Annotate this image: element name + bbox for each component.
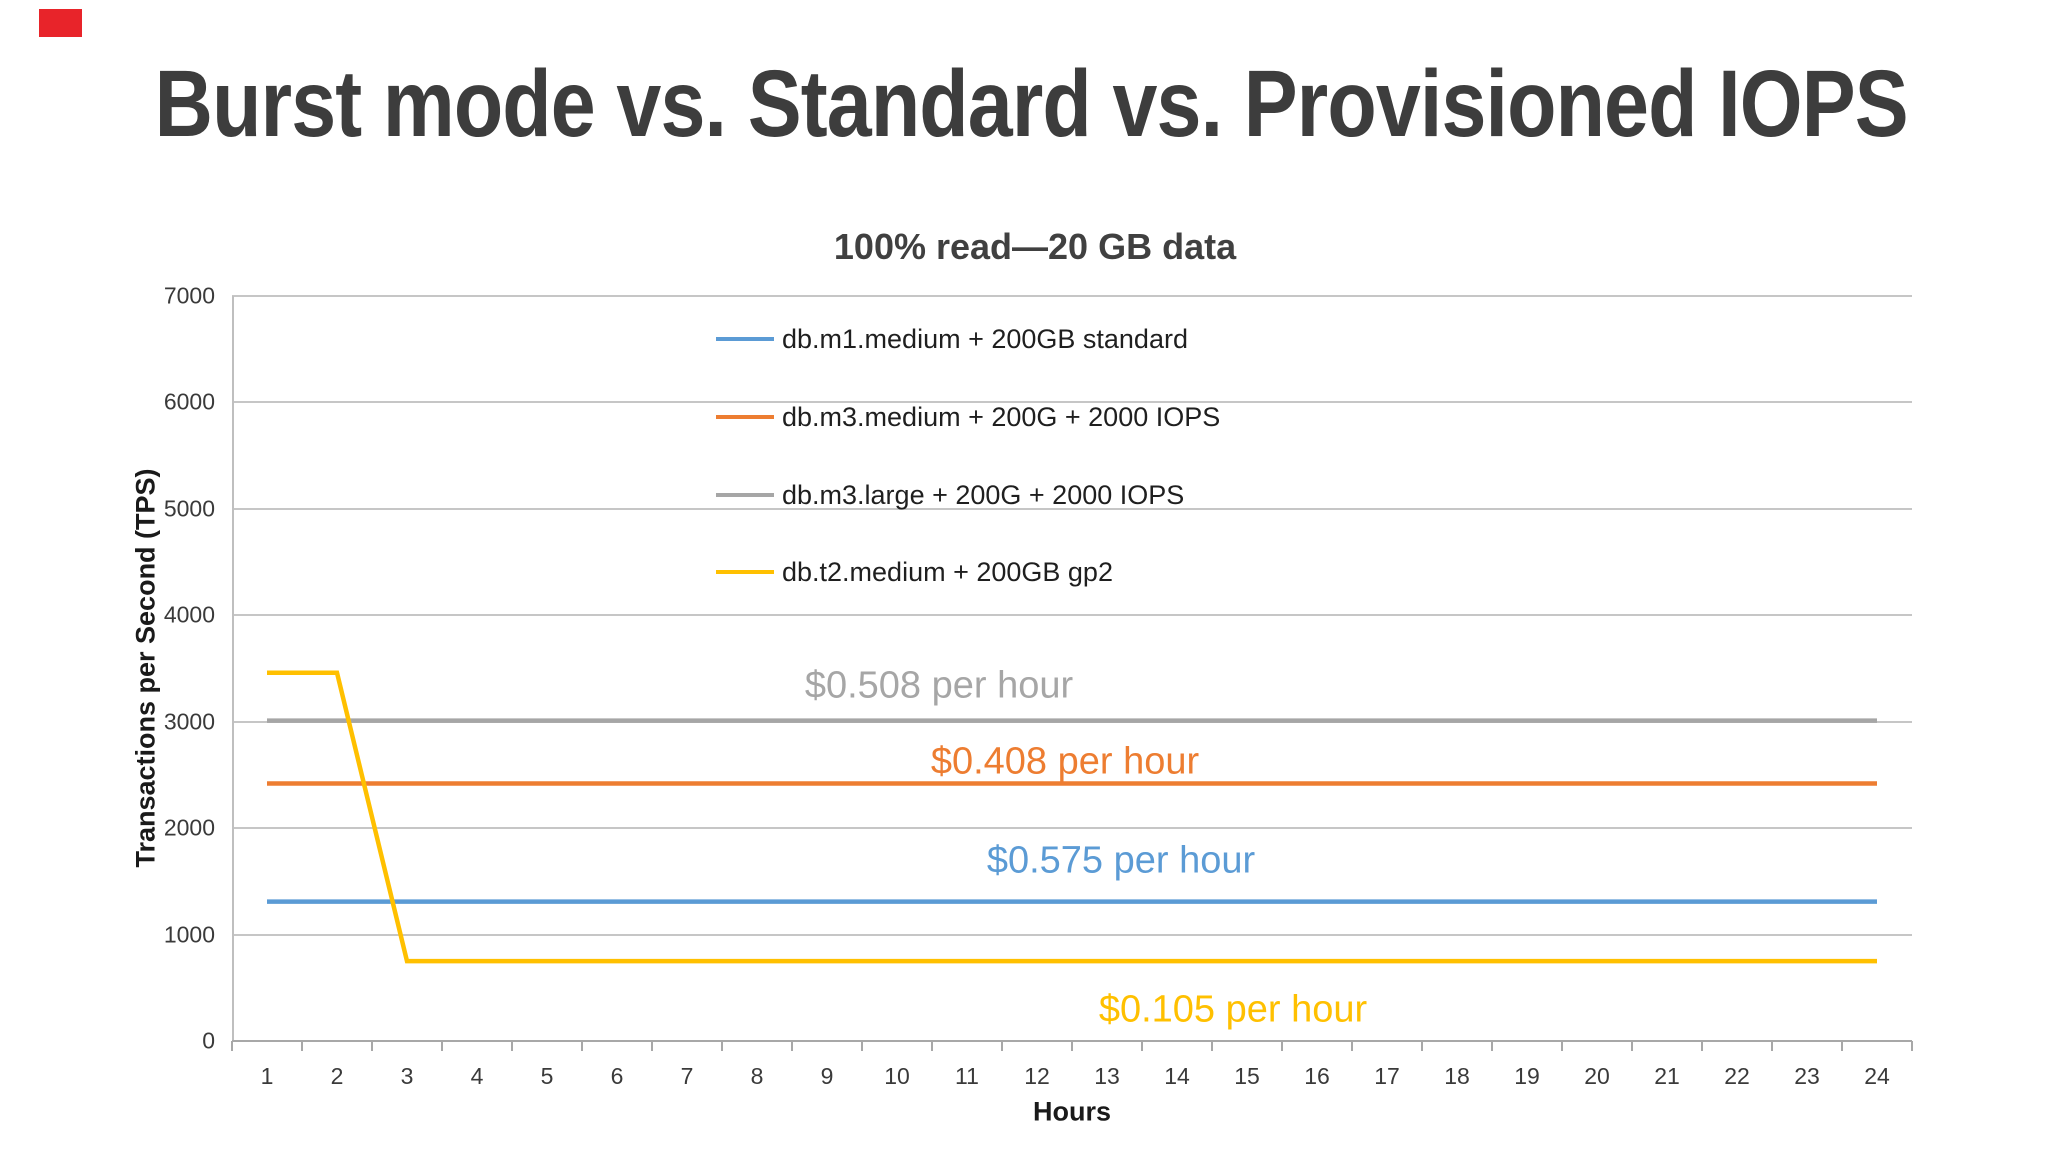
x-axis-tick — [511, 1041, 513, 1051]
slide-title: Burst mode vs. Standard vs. Provisioned … — [0, 52, 2048, 157]
x-axis-tick — [1491, 1041, 1493, 1051]
price-annotation: $0.508 per hour — [804, 664, 1074, 707]
x-axis-tick — [581, 1041, 583, 1051]
legend-item: db.m3.medium + 200G + 2000 IOPS — [716, 401, 1220, 433]
x-axis-tick — [861, 1041, 863, 1051]
x-tick-label: 8 — [750, 1063, 764, 1089]
x-axis-tick — [1281, 1041, 1283, 1051]
x-axis-tick — [1701, 1041, 1703, 1051]
legend-item: db.m3.large + 200G + 2000 IOPS — [716, 479, 1184, 511]
legend-swatch-icon — [716, 570, 774, 574]
gridline — [232, 827, 1912, 830]
red-marker-rectangle — [39, 9, 82, 37]
gridline — [232, 401, 1912, 404]
x-tick-label: 16 — [1304, 1063, 1330, 1089]
legend-swatch-icon — [716, 415, 774, 419]
x-axis-tick — [931, 1041, 933, 1051]
legend-label: db.m3.medium + 200G + 2000 IOPS — [782, 401, 1221, 432]
x-axis-tick — [1561, 1041, 1563, 1051]
y-axis-line — [232, 296, 234, 1041]
x-tick-label: 5 — [540, 1063, 554, 1089]
gridline — [232, 933, 1912, 936]
price-annotation: $0.105 per hour — [1098, 988, 1368, 1031]
x-axis-tick — [1631, 1041, 1633, 1051]
gridline — [232, 614, 1912, 617]
x-axis-tick — [1911, 1041, 1913, 1051]
price-annotation: $0.575 per hour — [986, 839, 1256, 882]
x-tick-label: 1 — [260, 1063, 274, 1089]
gridline — [232, 507, 1912, 510]
y-tick-label: 4000 — [163, 601, 215, 628]
y-tick-label: 5000 — [163, 495, 215, 522]
legend-item: db.m1.medium + 200GB standard — [716, 323, 1188, 355]
y-tick-label: 1000 — [163, 921, 215, 948]
x-tick-label: 17 — [1374, 1063, 1400, 1089]
x-axis-tick — [1141, 1041, 1143, 1051]
legend-label: db.t2.medium + 200GB gp2 — [782, 556, 1113, 587]
chart-title: 100% read—20 GB data — [833, 226, 1237, 267]
x-tick-label: 18 — [1444, 1063, 1470, 1089]
x-axis-tick — [651, 1041, 653, 1051]
x-axis-tick — [1771, 1041, 1773, 1051]
x-tick-label: 24 — [1864, 1063, 1890, 1089]
x-tick-label: 2 — [330, 1063, 344, 1089]
y-tick-label: 0 — [202, 1027, 215, 1054]
x-axis-tick — [1001, 1041, 1003, 1051]
slide-title-text: Burst mode vs. Standard vs. Provisioned … — [154, 51, 1909, 157]
x-axis-title: Hours — [1032, 1096, 1112, 1127]
x-axis-tick — [1841, 1041, 1843, 1051]
x-tick-label: 10 — [884, 1063, 910, 1089]
x-tick-label: 4 — [470, 1063, 484, 1089]
gridline — [232, 295, 1912, 297]
x-tick-label: 3 — [400, 1063, 414, 1089]
series-line-3 — [267, 670, 1877, 964]
x-tick-label: 20 — [1584, 1063, 1610, 1089]
legend-label: db.m3.large + 200G + 2000 IOPS — [782, 479, 1185, 510]
x-axis-tick — [721, 1041, 723, 1051]
price-annotation: $0.408 per hour — [930, 740, 1200, 783]
y-tick-label: 7000 — [163, 282, 215, 309]
x-axis-tick — [371, 1041, 373, 1051]
x-tick-label: 23 — [1794, 1063, 1820, 1089]
x-tick-label: 13 — [1094, 1063, 1120, 1089]
legend-swatch-icon — [716, 493, 774, 497]
x-tick-label: 22 — [1724, 1063, 1750, 1089]
x-axis-tick — [1071, 1041, 1073, 1051]
x-tick-label: 19 — [1514, 1063, 1540, 1089]
x-tick-label: 11 — [955, 1063, 979, 1089]
x-tick-label: 9 — [820, 1063, 834, 1089]
x-tick-label: 12 — [1024, 1063, 1050, 1089]
x-axis-tick — [1421, 1041, 1423, 1051]
x-tick-label: 14 — [1164, 1063, 1190, 1089]
legend-swatch-icon — [716, 337, 774, 341]
y-tick-label: 2000 — [163, 814, 215, 841]
x-axis-tick — [1351, 1041, 1353, 1051]
y-tick-label: 3000 — [163, 708, 215, 735]
x-tick-label: 15 — [1234, 1063, 1260, 1089]
legend-label: db.m1.medium + 200GB standard — [782, 323, 1188, 354]
x-axis-tick — [301, 1041, 303, 1051]
x-axis-tick — [231, 1041, 233, 1051]
y-tick-label: 6000 — [163, 388, 215, 415]
legend-item: db.t2.medium + 200GB gp2 — [716, 556, 1113, 588]
x-axis-tick — [1211, 1041, 1213, 1051]
x-axis-tick — [791, 1041, 793, 1051]
x-tick-label: 7 — [680, 1063, 694, 1089]
x-axis-tick — [441, 1041, 443, 1051]
x-tick-label: 21 — [1654, 1063, 1680, 1089]
x-tick-label: 6 — [610, 1063, 624, 1089]
